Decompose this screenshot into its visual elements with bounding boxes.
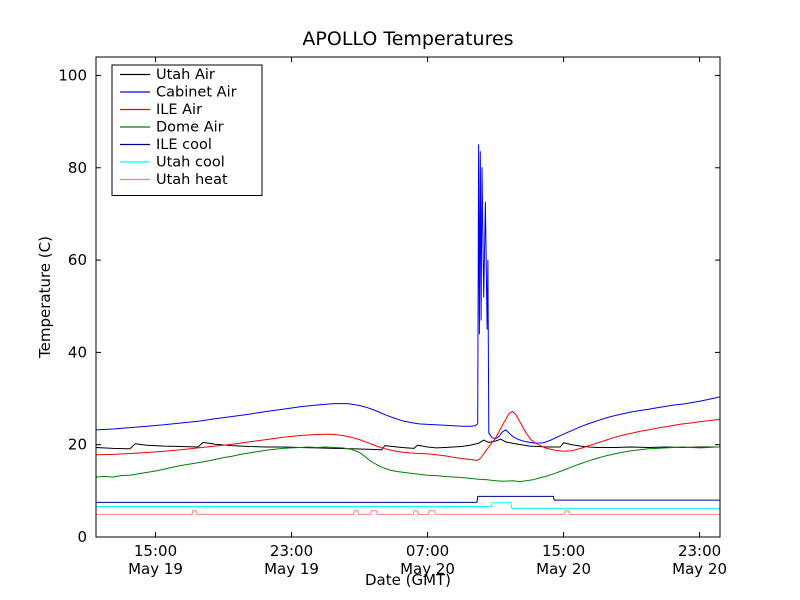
y-tick-label: 0: [77, 528, 87, 546]
x-tick-date-label: May 19: [128, 560, 183, 578]
legend-label-ile-cool: ILE cool: [156, 137, 212, 153]
series-ile-air: [95, 411, 721, 461]
x-tick-date-label: May 20: [536, 560, 591, 578]
x-tick-time-label: 23:00: [678, 542, 721, 560]
series-utah-heat: [96, 510, 720, 515]
x-tick-time-label: 15:00: [542, 542, 585, 560]
series-layer: [95, 144, 721, 515]
x-tick-time-label: 15:00: [134, 542, 177, 560]
legend-label-cabinet-air: Cabinet Air: [156, 85, 237, 101]
legend-box: [111, 64, 263, 196]
series-utah-air: [95, 438, 720, 451]
y-tick-label: 60: [68, 251, 87, 269]
chart-title: APOLLO Temperatures: [302, 28, 513, 50]
series-ile-cool: [96, 495, 720, 503]
series-cabinet-air: [95, 144, 721, 444]
series-utah-cool: [96, 502, 720, 509]
y-tick-label: 100: [58, 66, 87, 84]
legend-label-utah-air: Utah Air: [156, 67, 215, 83]
x-tick-time-label: 07:00: [406, 542, 449, 560]
x-tick-time-label: 23:00: [270, 542, 313, 560]
x-tick-date-label: May 19: [264, 560, 319, 578]
legend-label-utah-cool: Utah cool: [156, 155, 225, 171]
y-axis-label: Temperature (C): [36, 236, 54, 359]
x-tick-date-label: May 20: [672, 560, 727, 578]
x-tick-date-label: May 20: [400, 560, 455, 578]
legend-label-dome-air: Dome Air: [156, 120, 224, 136]
series-dome-air: [95, 446, 720, 483]
y-tick-label: 80: [68, 159, 87, 177]
plot-border: [95, 56, 721, 538]
y-tick-label: 40: [68, 343, 87, 361]
y-tick-label: 20: [68, 436, 87, 454]
legend-label-utah-heat: Utah heat: [156, 172, 228, 188]
x-axis-label: Date (GMT): [365, 571, 451, 589]
legend-label-ile-air: ILE Air: [156, 102, 202, 118]
